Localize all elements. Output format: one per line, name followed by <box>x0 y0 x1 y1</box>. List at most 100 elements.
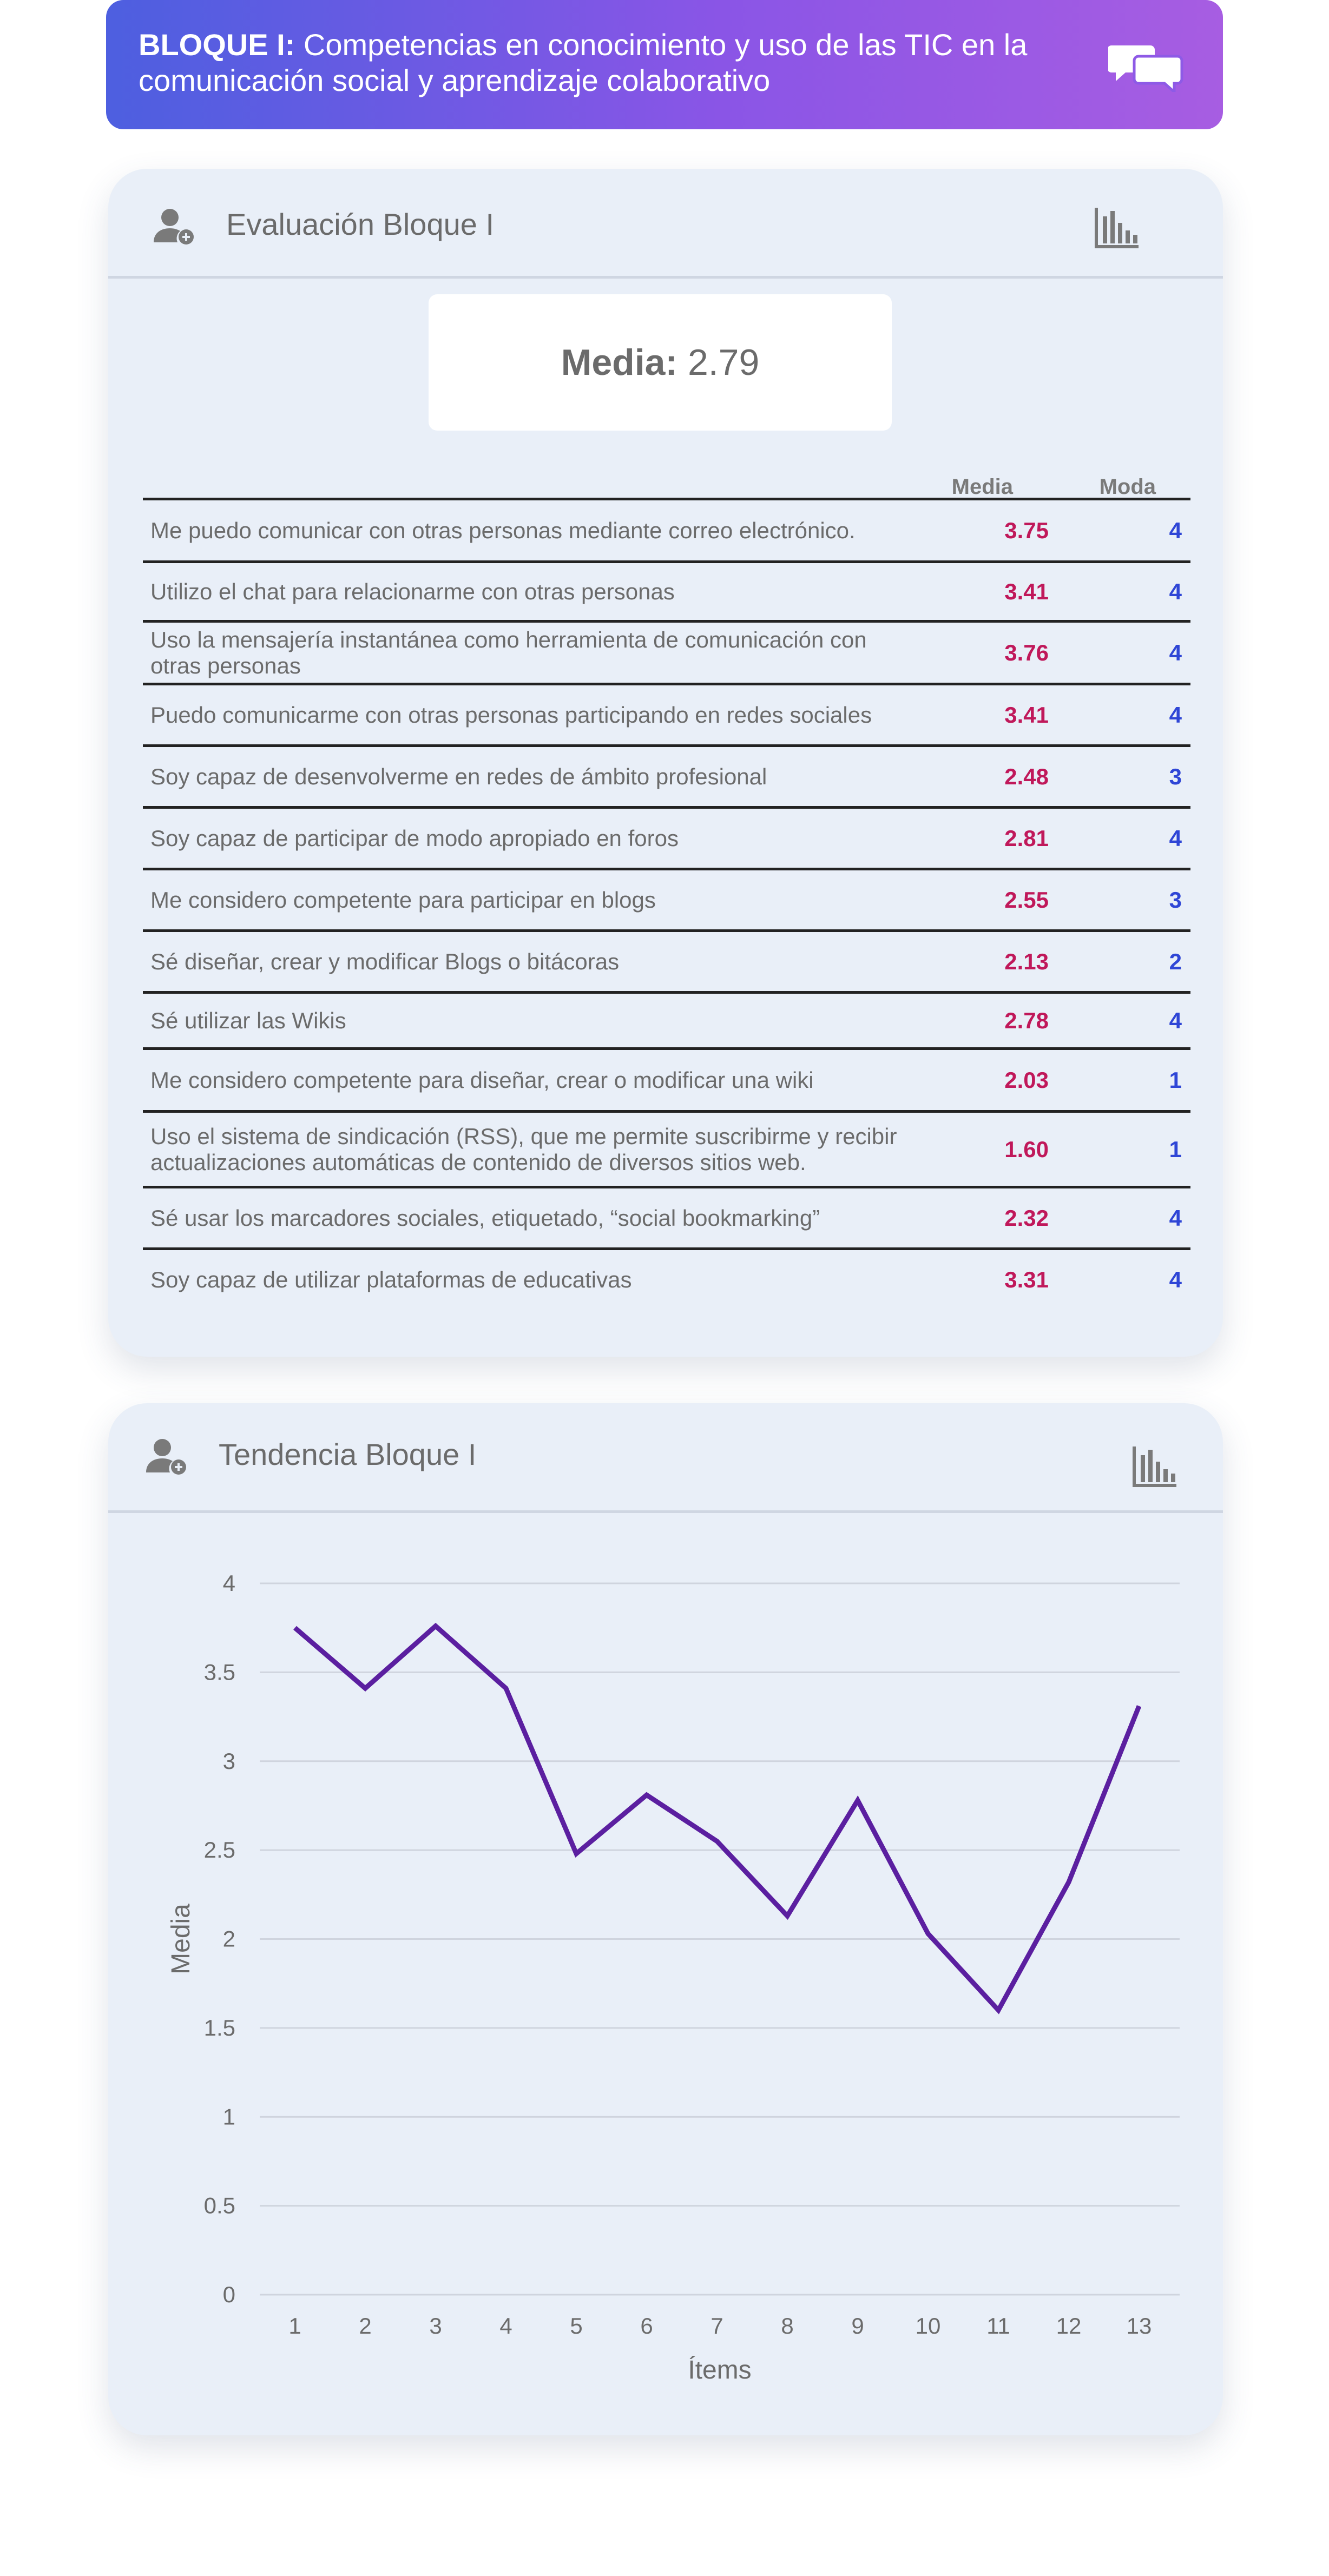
banner-title: BLOQUE I: Competencias en conocimiento y… <box>139 27 1091 98</box>
row-label: Uso el sistema de sindicación (RSS), que… <box>150 1123 897 1175</box>
row-moda-value: 3 <box>1169 887 1182 913</box>
x-tick-label: 10 <box>916 2313 941 2339</box>
user-add-icon <box>146 1439 186 1475</box>
table-row: Me puedo comunicar con otras personas me… <box>143 500 1190 563</box>
row-label: Uso la mensajería instantánea como herra… <box>150 626 867 678</box>
row-label: Me puedo comunicar con otras personas me… <box>150 517 856 543</box>
column-header-media: Media <box>951 475 1013 499</box>
row-moda-value: 4 <box>1169 1007 1182 1033</box>
table-row: Uso la mensajería instantánea como herra… <box>143 623 1190 685</box>
row-label: Puedo comunicarme con otras personas par… <box>150 702 872 728</box>
row-media-value: 2.32 <box>1004 1205 1049 1231</box>
row-label: Soy capaz de participar de modo apropiad… <box>150 825 679 851</box>
table-row: Soy capaz de desenvolverme en redes de á… <box>143 747 1190 809</box>
table-row: Uso el sistema de sindicación (RSS), que… <box>143 1113 1190 1188</box>
row-moda-value: 3 <box>1169 763 1182 789</box>
table-row: Me considero competente para diseñar, cr… <box>143 1050 1190 1113</box>
row-label: Me considero competente para participar … <box>150 887 656 913</box>
row-moda-value: 1 <box>1169 1136 1182 1162</box>
table-body: Me puedo comunicar con otras personas me… <box>143 500 1190 1310</box>
row-media-value: 3.75 <box>1004 517 1049 543</box>
trend-card-title: Tendencia Bloque I <box>219 1437 477 1471</box>
banner-title-bold: BLOQUE I: <box>139 28 295 62</box>
y-tick-label: 1 <box>223 2104 235 2129</box>
row-media-value: 3.76 <box>1004 639 1049 665</box>
x-tick-label: 8 <box>781 2313 793 2339</box>
table-row: Sé utilizar las Wikis 2.78 4 <box>143 994 1190 1050</box>
y-tick-label: 1.5 <box>204 2015 235 2040</box>
row-moda-value: 2 <box>1169 948 1182 974</box>
table-row: Me considero competente para participar … <box>143 870 1190 932</box>
block-banner: BLOQUE I: Competencias en conocimiento y… <box>106 0 1223 129</box>
row-moda-value: 1 <box>1169 1067 1182 1093</box>
row-label: Sé utilizar las Wikis <box>150 1007 346 1033</box>
trend-card: Tendencia Bloque I 0 0.5 1 1.5 2 2.5 3 3.5 4 1 2 3 4… <box>108 1403 1223 2435</box>
banner-title-text: Competencias en conocimiento y uso de la… <box>139 28 1028 97</box>
data-point <box>927 1933 929 1934</box>
row-label: Utilizo el chat para relacionarme con ot… <box>150 578 675 604</box>
row-moda-value: 4 <box>1169 1205 1182 1231</box>
row-moda-value: 4 <box>1169 517 1182 543</box>
x-tick-label: 4 <box>499 2313 512 2339</box>
column-header-moda: Moda <box>1099 475 1156 499</box>
row-moda-value: 4 <box>1169 639 1182 665</box>
x-tick-label: 9 <box>851 2313 864 2339</box>
table-row: Utilizo el chat para relacionarme con ot… <box>143 563 1190 623</box>
table-row: Puedo comunicarme con otras personas par… <box>143 685 1190 747</box>
row-label: Soy capaz de desenvolverme en redes de á… <box>150 763 767 789</box>
x-tick-label: 11 <box>986 2313 1010 2339</box>
evaluation-card-title: Evaluación Bloque I <box>226 207 495 241</box>
x-tick-label: 5 <box>570 2313 582 2339</box>
table-row: Sé diseñar, crear y modificar Blogs o bi… <box>143 932 1190 994</box>
row-label: Sé usar los marcadores sociales, etiquet… <box>150 1205 820 1231</box>
y-axis-title: Media <box>167 1904 195 1974</box>
user-add-icon <box>154 209 194 245</box>
row-media-value: 1.60 <box>1004 1136 1049 1162</box>
x-tick-label: 13 <box>1127 2313 1152 2339</box>
x-tick-label: 1 <box>288 2313 301 2339</box>
row-media-value: 2.13 <box>1004 948 1049 974</box>
x-tick-label: 6 <box>640 2313 653 2339</box>
row-moda-value: 4 <box>1169 578 1182 604</box>
y-tick-label: 0.5 <box>204 2193 235 2218</box>
x-tick-label: 3 <box>429 2313 442 2339</box>
y-tick-label: 2 <box>223 1926 235 1952</box>
table-header: Media Moda <box>143 472 1190 500</box>
row-label: Sé diseñar, crear y modificar Blogs o bi… <box>150 948 620 974</box>
row-media-value: 2.03 <box>1004 1067 1049 1093</box>
bar-chart-icon[interactable] <box>1094 207 1140 249</box>
row-media-value: 2.48 <box>1004 763 1049 789</box>
y-tick-label: 3 <box>223 1748 235 1774</box>
x-tick-label: 12 <box>1056 2313 1082 2339</box>
mean-summary-box: Media: 2.79 <box>429 294 892 431</box>
mean-value: 2.79 <box>687 342 760 383</box>
data-point <box>576 1853 577 1854</box>
row-media-value: 3.31 <box>1004 1267 1049 1292</box>
y-tick-label: 4 <box>223 1570 235 1596</box>
row-moda-value: 4 <box>1169 825 1182 851</box>
row-moda-value: 4 <box>1169 1267 1182 1292</box>
row-label: Me considero competente para diseñar, cr… <box>150 1067 814 1093</box>
y-tick-label: 0 <box>223 2282 235 2307</box>
row-media-value: 2.78 <box>1004 1007 1049 1033</box>
row-label: Soy capaz de utilizar plataformas de edu… <box>150 1267 632 1292</box>
x-axis-title: Ítems <box>688 2356 751 2385</box>
evaluation-table: Media Moda Me puedo comunicar con otras … <box>143 472 1190 1310</box>
row-media-value: 3.41 <box>1004 578 1049 604</box>
mean-label: Media: <box>561 342 678 383</box>
data-point <box>998 2010 999 2011</box>
y-tick-label: 2.5 <box>204 1837 235 1862</box>
row-media-value: 2.81 <box>1004 825 1049 851</box>
series-line <box>293 1622 1142 2014</box>
bar-chart-icon[interactable] <box>1132 1445 1177 1488</box>
evaluation-card: Evaluación Bloque I Media: 2.79 Media Mo… <box>108 169 1223 1357</box>
chat-bubbles-icon <box>1108 45 1183 92</box>
table-row: Sé usar los marcadores sociales, etiquet… <box>143 1188 1190 1250</box>
row-media-value: 3.41 <box>1004 702 1049 728</box>
x-tick-label: 2 <box>359 2313 371 2339</box>
x-tick-label: 7 <box>710 2313 723 2339</box>
table-row: Soy capaz de utilizar plataformas de edu… <box>143 1250 1190 1310</box>
trend-line-chart: 00.511.522.533.541 2 3 4 5 6 7 8 9 10 11 12 13ÍtemsM… <box>167 1570 1180 2385</box>
table-row: Soy capaz de participar de modo apropiad… <box>143 809 1190 870</box>
y-tick-label: 3.5 <box>204 1659 235 1685</box>
